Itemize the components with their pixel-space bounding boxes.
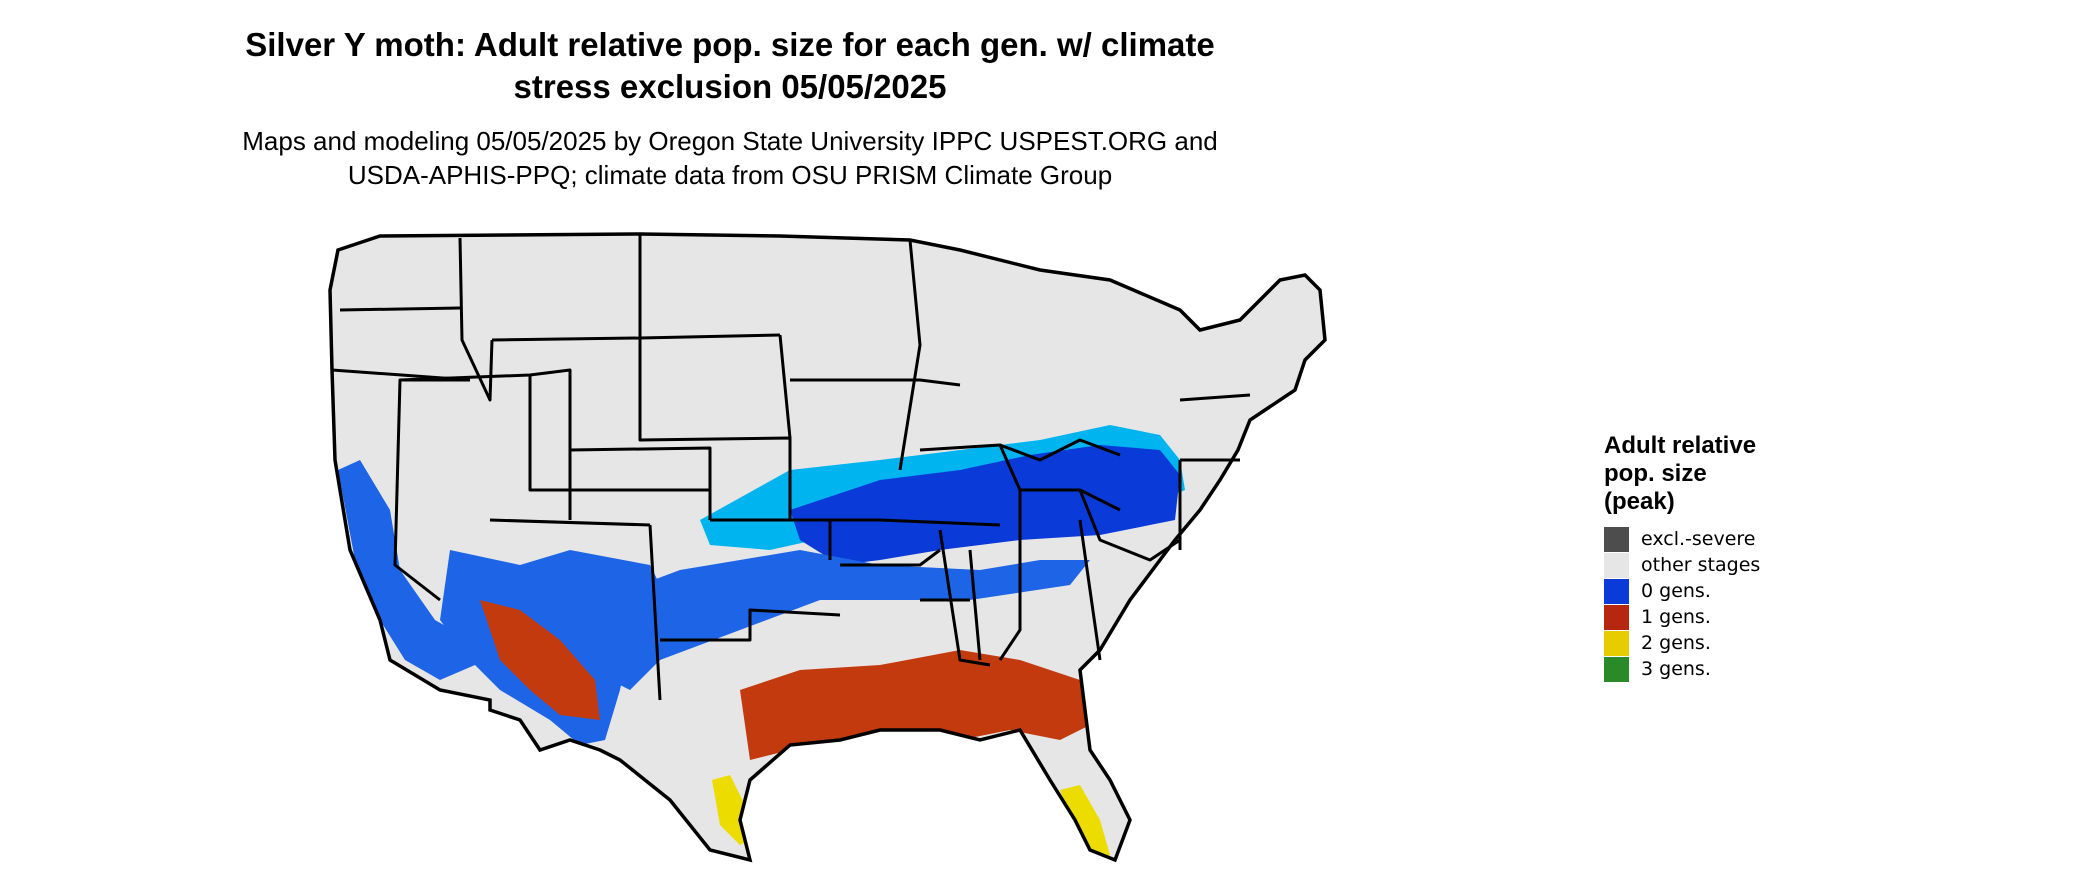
- legend-items: excl.-severe other stages 0 gens. 1 gens…: [1604, 526, 1844, 682]
- state-borders: [331, 234, 1251, 701]
- region-1-gens-arizona: [480, 600, 600, 720]
- legend-item-excl-severe: excl.-severe: [1604, 526, 1844, 552]
- legend: Adult relative pop. size (peak) excl.-se…: [1604, 432, 1844, 682]
- legend-item-other-stages: other stages: [1604, 552, 1844, 578]
- map-title: Silver Y moth: Adult relative pop. size …: [0, 24, 1460, 108]
- legend-swatch-0-gens: [1604, 578, 1629, 604]
- legend-title-line-3: (peak): [1604, 488, 1675, 515]
- legend-label-3-gens: 3 gens.: [1641, 658, 1711, 680]
- legend-label-2-gens: 2 gens.: [1641, 632, 1711, 654]
- legend-label-excl-severe: excl.-severe: [1641, 528, 1756, 550]
- legend-title-line-1: Adult relative: [1604, 432, 1757, 459]
- legend-label-0-gens: 0 gens.: [1641, 580, 1711, 602]
- region-0-gens-west-coast: [338, 460, 475, 680]
- region-1-gens-gulf: [740, 650, 1100, 760]
- legend-swatch-2-gens: [1604, 630, 1629, 656]
- map-title-line-2: stress exclusion 05/05/2025: [513, 68, 947, 105]
- legend-title: Adult relative pop. size (peak): [1604, 432, 1844, 516]
- legend-label-other-stages: other stages: [1641, 554, 1761, 576]
- legend-item-3-gens: 3 gens.: [1604, 656, 1844, 682]
- map-subtitle-line-2: USDA-APHIS-PPQ; climate data from OSU PR…: [347, 160, 1113, 190]
- region-2-gens-south-florida: [1060, 785, 1110, 860]
- legend-swatch-excl-severe: [1604, 526, 1629, 552]
- legend-item-2-gens: 2 gens.: [1604, 630, 1844, 656]
- legend-item-0-gens: 0 gens.: [1604, 578, 1844, 604]
- legend-swatch-3-gens: [1604, 656, 1629, 682]
- legend-label-1-gens: 1 gens.: [1641, 606, 1711, 628]
- legend-swatch-other-stages: [1604, 552, 1629, 578]
- map-subtitle-line-1: Maps and modeling 05/05/2025 by Oregon S…: [242, 126, 1218, 156]
- map-subtitle: Maps and modeling 05/05/2025 by Oregon S…: [0, 124, 1460, 192]
- legend-item-1-gens: 1 gens.: [1604, 604, 1844, 630]
- region-0-gens-south-plains: [600, 550, 1090, 690]
- legend-title-line-2: pop. size: [1604, 460, 1707, 487]
- us-map: [328, 232, 1327, 862]
- legend-swatch-1-gens: [1604, 604, 1629, 630]
- map-title-line-1: Silver Y moth: Adult relative pop. size …: [245, 26, 1215, 63]
